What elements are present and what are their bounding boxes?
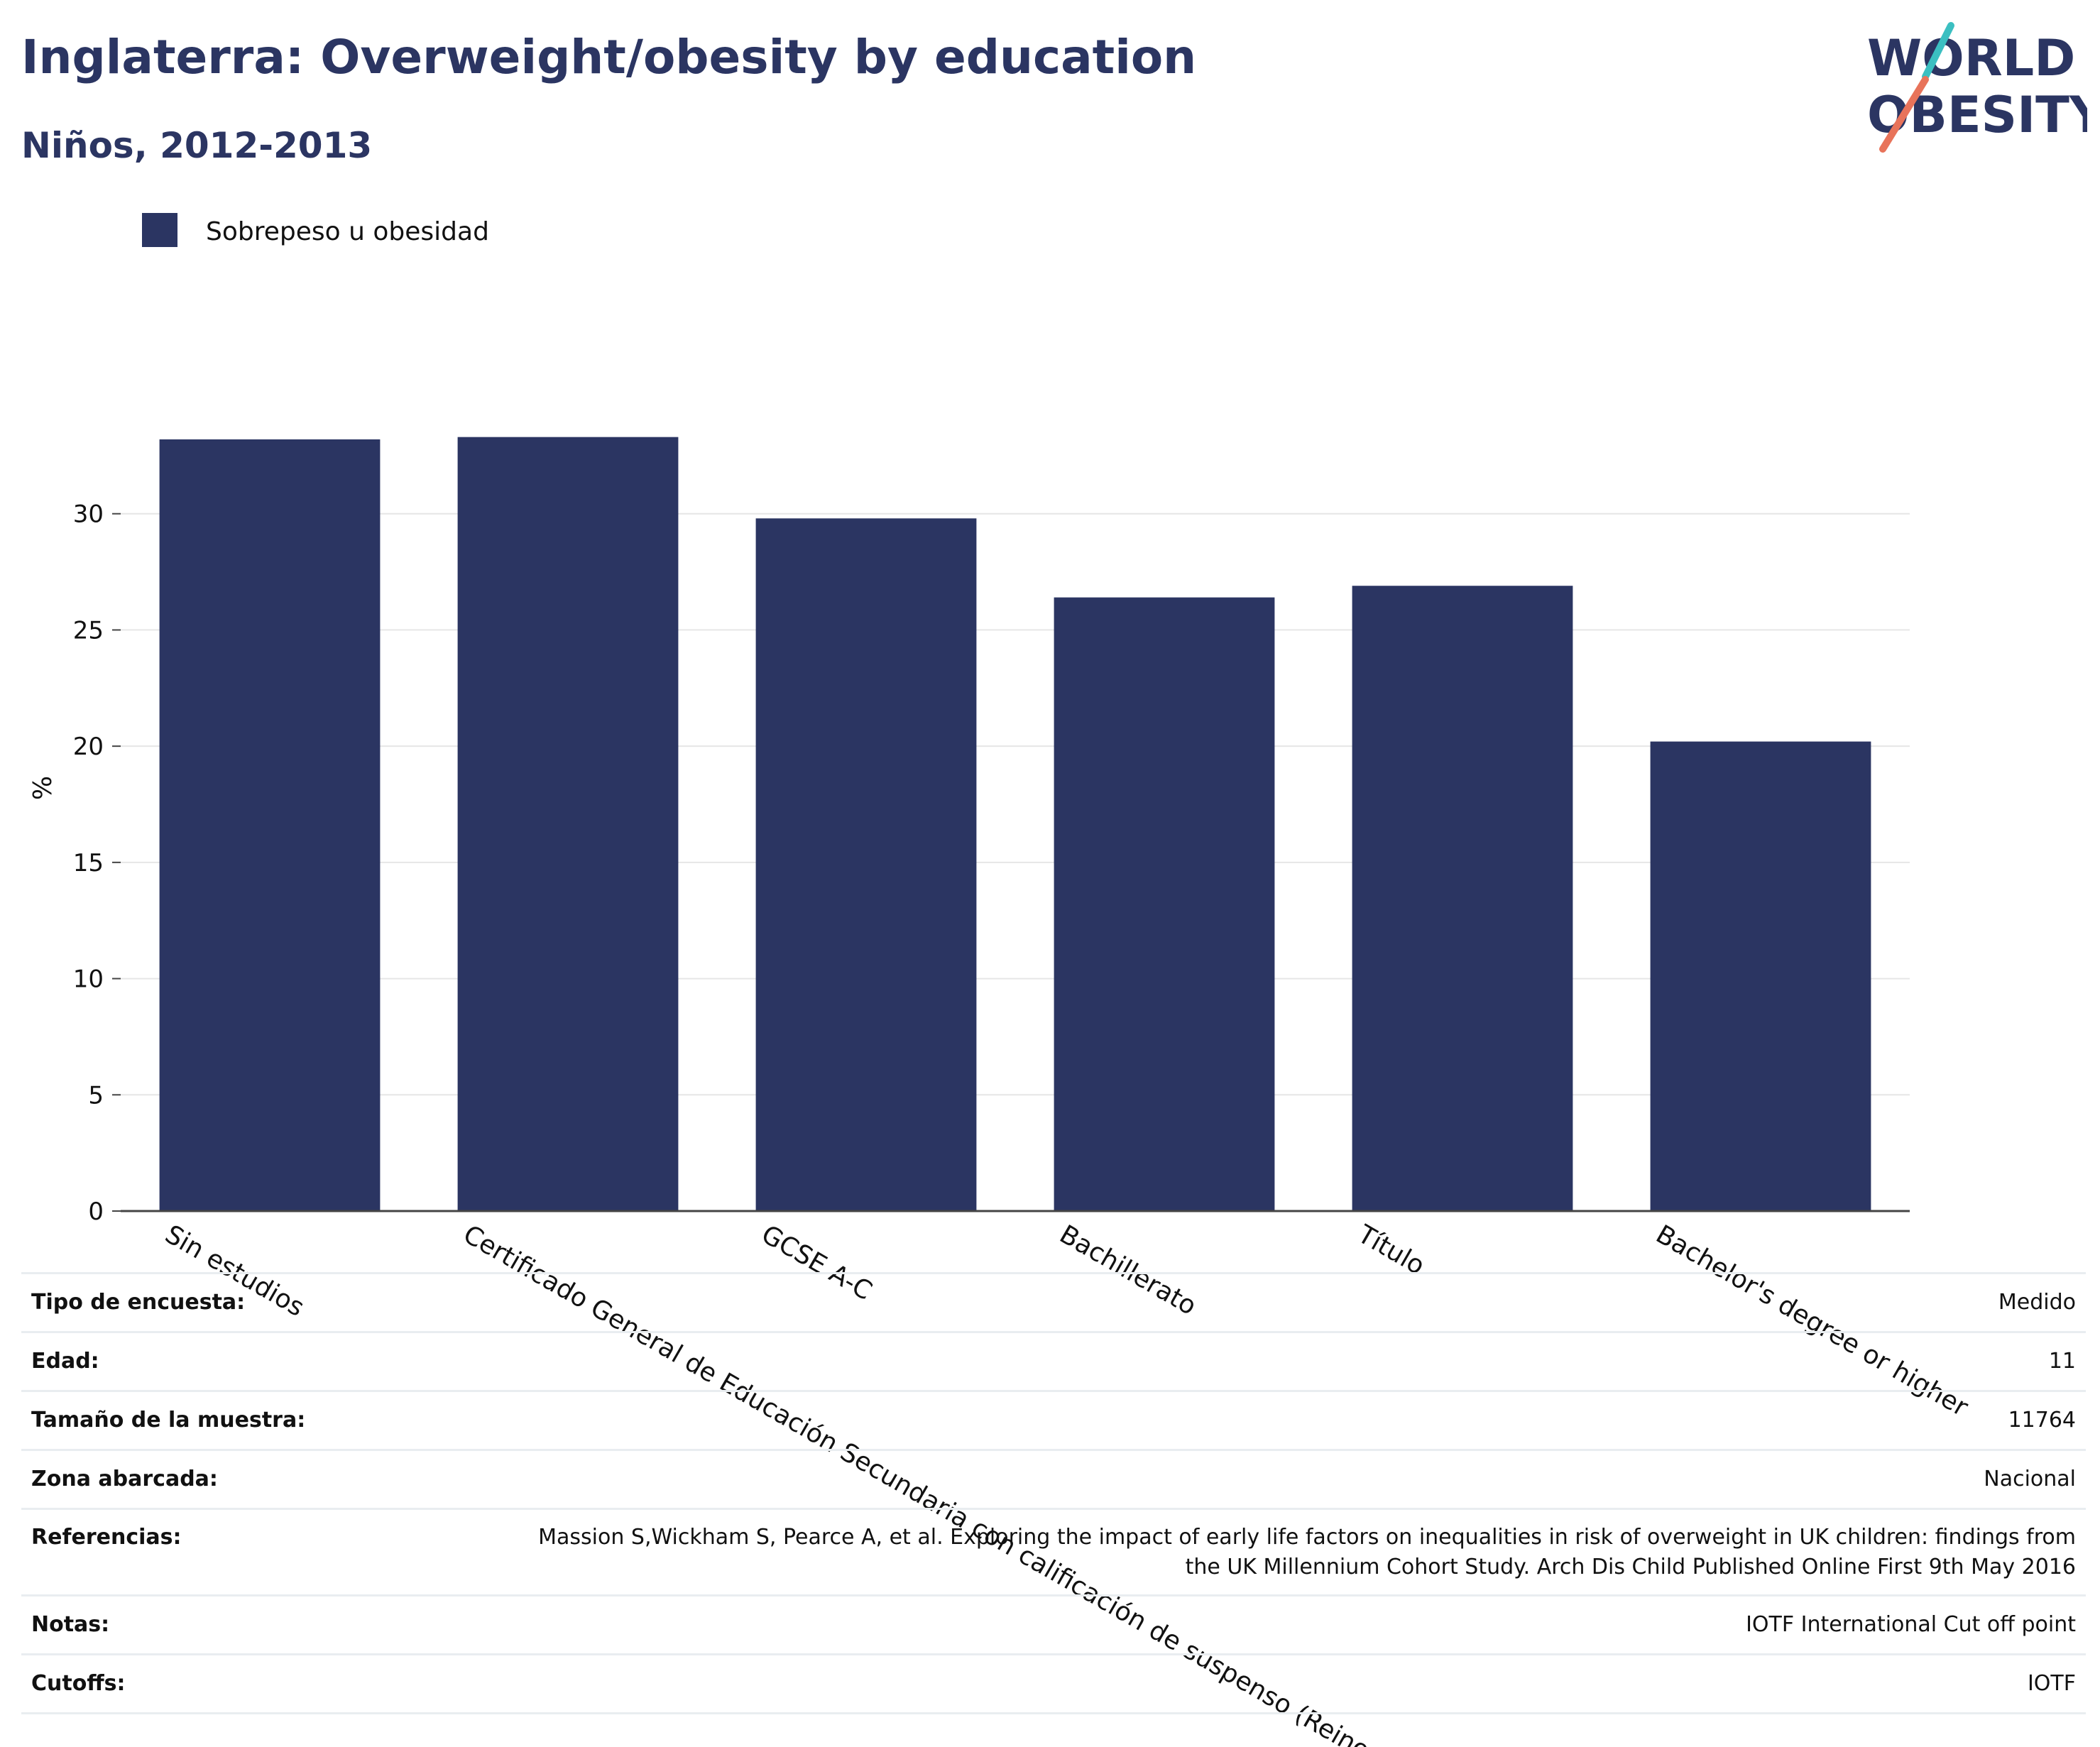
info-row: Zona abarcada: Nacional — [21, 1450, 2086, 1509]
info-value: Nacional — [1984, 1467, 2076, 1491]
info-label: Edad: — [31, 1349, 99, 1374]
logo-coral-stroke — [1879, 76, 1929, 153]
y-tick-label: 5 — [88, 1081, 104, 1110]
info-value: Massion S,Wickham S, Pearce A, et al. Ex… — [538, 1525, 2076, 1579]
y-tick-label: 30 — [73, 500, 104, 529]
chart-legend: Sobrepeso u obesidad — [142, 213, 489, 247]
info-value: Medido — [1998, 1290, 2076, 1315]
info-value: IOTF — [2027, 1671, 2076, 1696]
info-row: Edad: 11 — [21, 1332, 2086, 1391]
bar — [1054, 597, 1275, 1211]
y-tick-label: 0 — [88, 1198, 104, 1226]
info-value: IOTF International Cut off point — [1746, 1612, 2076, 1637]
info-label: Tamaño de la muestra: — [31, 1408, 306, 1433]
y-axis-label: % — [28, 776, 58, 800]
info-row: Tamaño de la muestra: 11764 — [21, 1391, 2086, 1450]
page-subtitle: Niños, 2012-2013 — [21, 125, 373, 166]
logo-line1: WORLD — [1867, 29, 2075, 87]
bar — [1352, 586, 1573, 1211]
bar — [755, 518, 977, 1211]
info-value: 11 — [2048, 1349, 2076, 1374]
survey-info-table: Tipo de encuesta: Medido Edad: 11 Tamaño de … — [21, 1272, 2086, 1714]
logo-teal-stroke — [1922, 22, 1954, 80]
page-title: Inglaterra: Overweight/obesity by educat… — [21, 30, 1197, 84]
bar-layer — [159, 437, 1871, 1211]
legend-label: Sobrepeso u obesidad — [206, 217, 489, 246]
info-label: Notas: — [31, 1612, 110, 1637]
info-row: Tipo de encuesta: Medido — [21, 1273, 2086, 1332]
y-tick-label: 10 — [73, 965, 104, 994]
bar — [159, 439, 381, 1211]
grid-layer — [121, 513, 1910, 1096]
legend-swatch — [142, 213, 177, 247]
info-label: Cutoffs: — [31, 1671, 126, 1696]
info-row: Referencias: Massion S,Wickham S, Pearce … — [21, 1509, 2086, 1596]
bar — [1650, 741, 1871, 1211]
info-row: Cutoffs: IOTF — [21, 1655, 2086, 1714]
info-label: Tipo de encuesta: — [31, 1290, 246, 1315]
y-tick-label: 20 — [73, 733, 104, 761]
world-obesity-logo: WORLD OBESITY — [1867, 22, 2087, 153]
info-value: 11764 — [2008, 1408, 2076, 1433]
y-tick-label: 25 — [73, 616, 104, 645]
y-tick-label: 15 — [73, 849, 104, 877]
info-row: Notas: IOTF International Cut off point — [21, 1596, 2086, 1655]
info-label: Zona abarcada: — [31, 1467, 218, 1491]
info-label: Referencias: — [31, 1525, 182, 1550]
bar — [457, 437, 679, 1211]
